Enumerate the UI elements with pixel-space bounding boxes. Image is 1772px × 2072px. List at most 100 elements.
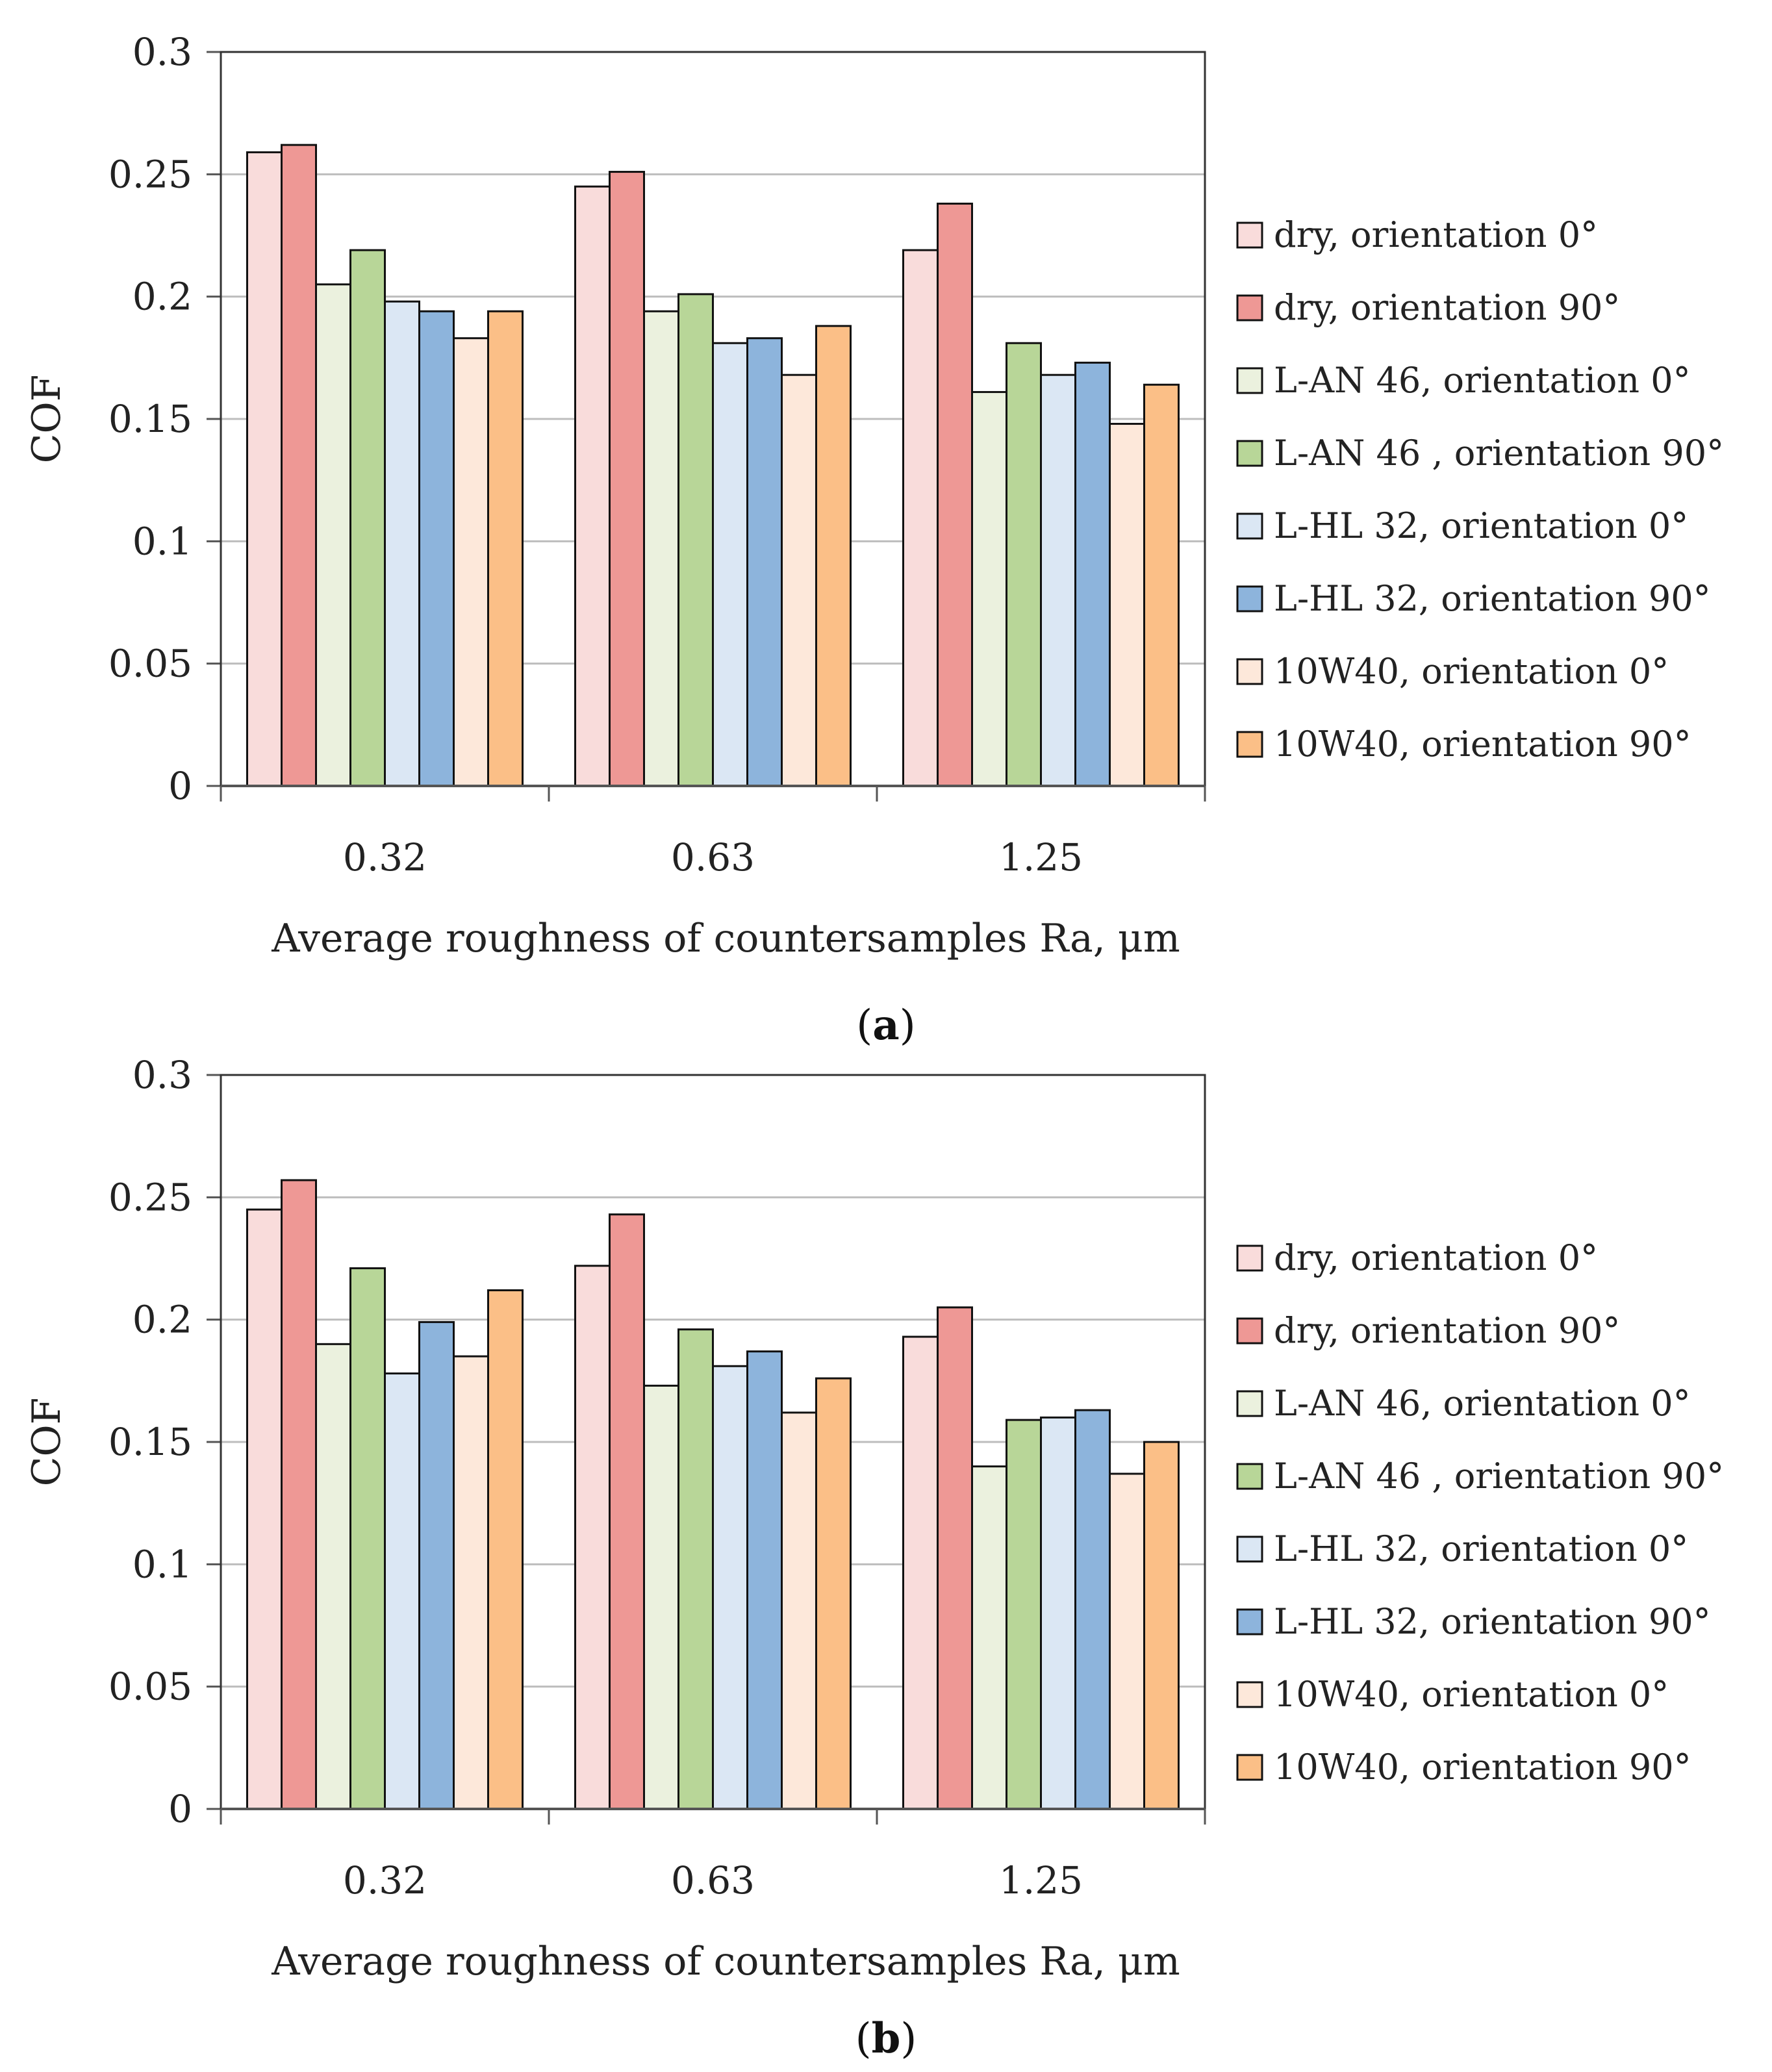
chart-panel-b: 0 0.05 0.1 0.15 0.2 0.25 0.3 0.32 0.63 1.25 Averag… xyxy=(24,1053,1724,2063)
bar-b-s2-c2 xyxy=(971,1465,1007,1810)
bar-a-s7-c2 xyxy=(1143,383,1180,787)
legend-swatch xyxy=(1236,1463,1263,1490)
y-tick-label: 0 xyxy=(168,1787,192,1831)
y-tick-label: 0.15 xyxy=(108,397,192,441)
caption-open: ( xyxy=(856,1002,872,1050)
caption-close: ) xyxy=(900,2015,917,2063)
y-tick-label: 0 xyxy=(168,764,192,808)
bar-b-s1-c2 xyxy=(937,1306,973,1810)
bar-a-s1-c2 xyxy=(937,203,973,787)
legend-swatch xyxy=(1236,1681,1263,1708)
x-axis-title: Average roughness of countersamples Ra, … xyxy=(271,916,1180,961)
legend-swatch xyxy=(1236,1608,1263,1636)
x-tick-label: 0.32 xyxy=(343,1858,427,1902)
bar-b-s1-c1 xyxy=(609,1213,645,1810)
bar-a-s5-c1 xyxy=(746,337,783,787)
bar-a-s7-c1 xyxy=(815,325,852,787)
legend-label: 10W40, orientation 0° xyxy=(1274,651,1669,692)
bar-b-s7-c0 xyxy=(487,1289,524,1810)
legend-swatch xyxy=(1236,1754,1263,1781)
bar-a-s2-c1 xyxy=(643,310,679,787)
legend-swatch xyxy=(1236,731,1263,758)
caption-open: ( xyxy=(855,2015,872,2063)
bar-a-s0-c1 xyxy=(574,185,611,787)
legend-swatch xyxy=(1236,440,1263,467)
bar-b-s1-c0 xyxy=(281,1179,317,1810)
legend-swatch xyxy=(1236,1390,1263,1417)
legend-label: 10W40, orientation 90° xyxy=(1274,1747,1691,1788)
legend: dry, orientation 0° dry, orientation 90° L… xyxy=(1236,214,1724,764)
y-tick-label: 0.15 xyxy=(108,1420,192,1464)
bar-a-s7-c0 xyxy=(487,310,524,787)
x-tick-label: 1.25 xyxy=(999,1858,1083,1902)
bar-b-s5-c0 xyxy=(418,1320,455,1810)
bar-b-s3-c0 xyxy=(349,1267,386,1810)
y-tick-label: 0.05 xyxy=(108,1665,192,1709)
bar-a-s1-c0 xyxy=(281,144,317,787)
y-tick-label: 0.2 xyxy=(133,1298,192,1342)
legend: dry, orientation 0° dry, orientation 90° L… xyxy=(1236,1237,1724,1788)
legend-label: dry, orientation 0° xyxy=(1274,1237,1598,1278)
x-tick-label: 0.63 xyxy=(671,1858,755,1902)
x-axis-title: Average roughness of countersamples Ra, … xyxy=(271,1939,1180,1984)
legend-label: L-AN 46 , orientation 90° xyxy=(1274,433,1724,474)
legend-label: L-HL 32, orientation 0° xyxy=(1274,1528,1688,1569)
bar-a-s4-c1 xyxy=(712,342,748,787)
bar-a-s4-c2 xyxy=(1040,373,1076,787)
x-tick-label: 0.63 xyxy=(671,835,755,879)
bar-b-s5-c2 xyxy=(1074,1409,1111,1810)
y-tick-label: 0.1 xyxy=(133,519,192,563)
legend-swatch xyxy=(1236,294,1263,322)
bar-b-s6-c2 xyxy=(1109,1472,1145,1810)
caption-letter: b xyxy=(872,2014,901,2063)
legend-label: L-AN 46 , orientation 90° xyxy=(1274,1456,1724,1497)
legend-swatch xyxy=(1236,1244,1263,1272)
legend-swatch xyxy=(1236,1535,1263,1563)
legend-swatch xyxy=(1236,585,1263,613)
bar-b-s4-c2 xyxy=(1040,1416,1076,1810)
bar-b-s0-c2 xyxy=(902,1335,939,1810)
y-tick-label: 0.25 xyxy=(108,152,192,196)
bar-a-s3-c0 xyxy=(349,249,386,787)
legend-swatch xyxy=(1236,512,1263,540)
panel-caption: (a) xyxy=(856,1001,915,1050)
bar-b-s0-c1 xyxy=(574,1265,611,1810)
bar-a-s5-c0 xyxy=(418,310,455,787)
caption-close: ) xyxy=(900,1002,916,1050)
bar-b-s3-c1 xyxy=(677,1328,714,1810)
bar-b-s6-c1 xyxy=(781,1411,817,1810)
legend-label: dry, orientation 0° xyxy=(1274,214,1598,255)
legend-swatch xyxy=(1236,221,1263,249)
bar-a-s0-c2 xyxy=(902,249,939,787)
legend-label: L-HL 32, orientation 90° xyxy=(1274,578,1711,619)
y-tick-label: 0.05 xyxy=(108,642,192,686)
bar-b-s7-c2 xyxy=(1143,1441,1180,1810)
bar-b-s2-c1 xyxy=(643,1384,679,1810)
bar-a-s3-c1 xyxy=(677,293,714,787)
bar-b-s4-c0 xyxy=(384,1372,420,1810)
bar-a-s6-c0 xyxy=(453,337,489,787)
bar-a-s2-c0 xyxy=(315,283,351,787)
bar-a-s3-c2 xyxy=(1006,342,1042,787)
bar-a-s6-c1 xyxy=(781,373,817,787)
legend-label: L-HL 32, orientation 0° xyxy=(1274,505,1688,546)
bar-a-s5-c2 xyxy=(1074,361,1111,787)
legend-label: L-AN 46, orientation 0° xyxy=(1274,360,1691,401)
chart-panel-a: 0 0.05 0.1 0.15 0.2 0.25 0.3 0.32 0.63 1.25 Averag… xyxy=(24,30,1724,1050)
bar-a-s1-c1 xyxy=(609,171,645,787)
y-tick-label: 0.1 xyxy=(133,1542,192,1586)
y-tick-label: 0.3 xyxy=(133,30,192,74)
bar-b-s7-c1 xyxy=(815,1377,852,1810)
x-tick-label: 1.25 xyxy=(999,835,1083,879)
y-axis-title: COF xyxy=(24,1398,70,1487)
bar-b-s6-c0 xyxy=(453,1355,489,1810)
legend-swatch xyxy=(1236,1317,1263,1345)
bar-b-s5-c1 xyxy=(746,1350,783,1810)
legend-label: dry, orientation 90° xyxy=(1274,1310,1620,1351)
y-tick-label: 0.2 xyxy=(133,275,192,319)
bar-a-s4-c0 xyxy=(384,300,420,787)
legend-label: 10W40, orientation 90° xyxy=(1274,724,1691,764)
panel-caption: (b) xyxy=(855,2014,917,2063)
bar-a-s0-c0 xyxy=(246,151,283,787)
